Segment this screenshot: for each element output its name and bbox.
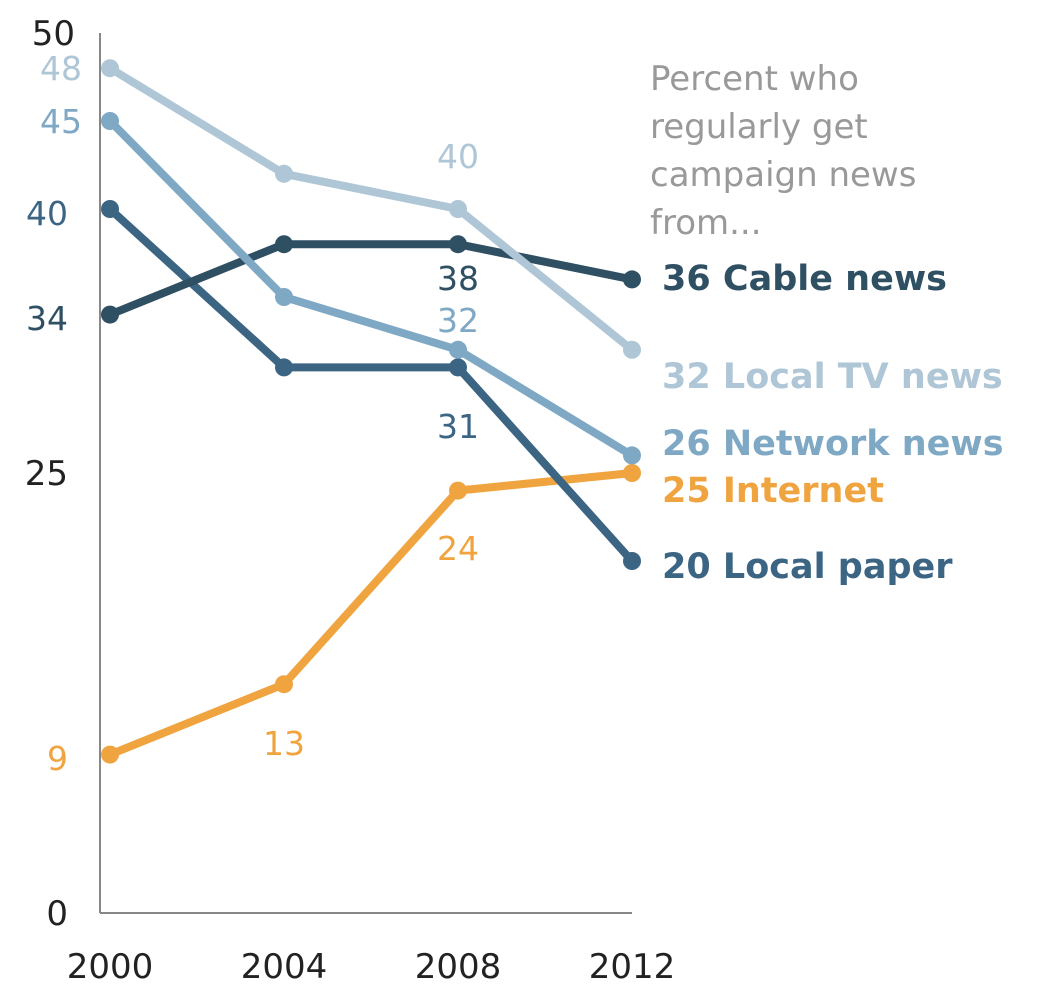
data-point-cable-news-2012	[623, 270, 641, 289]
data-label-cable-news-2000: 34	[26, 299, 68, 338]
data-label-internet-2000: 9	[47, 739, 68, 778]
data-label-internet-2008: 24	[437, 529, 479, 568]
series-line-local-tv-news	[107, 64, 635, 353]
data-point-internet-2012	[623, 464, 641, 482]
y-tick-label-0: 0	[46, 894, 68, 934]
data-point-local-paper-2004	[275, 358, 293, 377]
data-label-local-paper-2000: 40	[26, 194, 68, 233]
series-line-network-news	[107, 118, 635, 459]
data-point-cable-news-2008	[449, 235, 467, 254]
series-layer	[101, 59, 641, 764]
data-label-internet-2004: 13	[263, 724, 305, 763]
data-point-local-paper-2000	[101, 200, 119, 218]
series-line-internet	[108, 469, 633, 759]
y-axis-ticks: 0 25 50	[25, 14, 75, 934]
data-point-local-tv-news-2000	[101, 59, 119, 78]
data-label-local-tv-news-2000: 48	[40, 49, 82, 88]
series-local-tv-news	[101, 59, 641, 359]
data-point-local-paper-2012	[623, 552, 641, 570]
note-line-4: from...	[650, 203, 762, 243]
data-label-local-tv-news-2008: 40	[437, 137, 479, 176]
y-tick-label-25: 25	[25, 454, 68, 494]
end-label-internet: 25 Internet	[662, 471, 884, 511]
data-point-internet-2000	[101, 745, 119, 764]
series-network-news	[101, 112, 641, 465]
x-tick-label-2000: 2000	[67, 947, 154, 987]
end-label-local-paper: 20 Local paper	[662, 547, 953, 587]
label-layer: 9 13 24 25 Internet 40 31 20 Local paper 34 38 36…	[26, 49, 1004, 778]
end-label-network-news: 26 Network news	[662, 424, 1004, 464]
data-label-cable-news-2008: 38	[437, 259, 479, 298]
series-line-local-paper	[107, 206, 635, 564]
end-label-local-tv-news: 32 Local TV news	[662, 357, 1003, 397]
note-line-1: Percent who	[650, 59, 859, 99]
data-label-network-news-2008: 32	[437, 301, 479, 340]
x-tick-label-2012: 2012	[589, 947, 676, 987]
note-line-3: campaign news	[650, 155, 916, 195]
data-label-local-paper-2008: 31	[437, 407, 479, 446]
data-label-network-news-2000: 45	[40, 102, 82, 141]
x-tick-label-2008: 2008	[415, 947, 502, 987]
data-point-network-news-2004	[275, 288, 293, 306]
data-point-local-tv-news-2004	[275, 164, 293, 183]
x-axis-ticks: 2000 2004 2008 2012	[67, 947, 676, 987]
data-point-internet-2004	[275, 675, 293, 694]
data-point-cable-news-2004	[275, 235, 293, 254]
series-local-paper	[101, 200, 641, 570]
data-point-cable-news-2000	[101, 305, 119, 324]
series-internet	[101, 464, 641, 764]
note-line-2: regularly get	[650, 107, 868, 147]
data-point-internet-2008	[449, 481, 467, 500]
data-point-local-tv-news-2012	[623, 340, 641, 359]
data-point-network-news-2012	[623, 446, 641, 465]
chart-note: Percent who regularly get campaign news …	[650, 59, 916, 243]
data-point-network-news-2008	[449, 340, 467, 359]
y-tick-label-50: 50	[32, 14, 75, 54]
data-point-network-news-2000	[101, 112, 119, 130]
series-cable-news	[101, 235, 641, 324]
end-label-cable-news: 36 Cable news	[662, 259, 947, 299]
data-point-local-tv-news-2008	[449, 200, 467, 218]
x-tick-label-2004: 2004	[241, 947, 328, 987]
data-point-local-paper-2008	[449, 358, 467, 377]
series-line-cable-news	[108, 240, 633, 319]
